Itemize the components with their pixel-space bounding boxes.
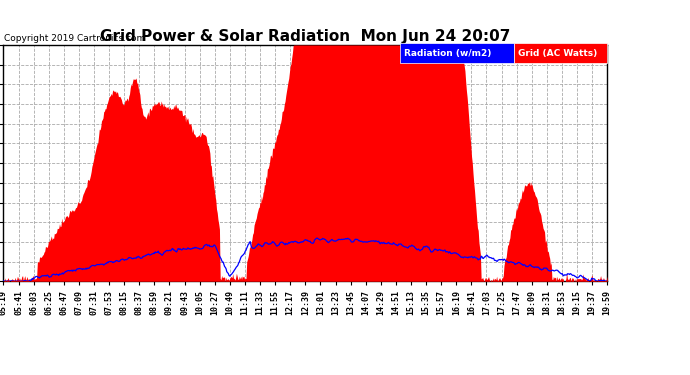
Text: Copyright 2019 Cartronics.com: Copyright 2019 Cartronics.com [4,34,146,43]
Title: Grid Power & Solar Radiation  Mon Jun 24 20:07: Grid Power & Solar Radiation Mon Jun 24 … [100,29,511,44]
Text: Radiation (w/m2): Radiation (w/m2) [404,49,491,58]
Text: Grid (AC Watts): Grid (AC Watts) [518,49,597,58]
